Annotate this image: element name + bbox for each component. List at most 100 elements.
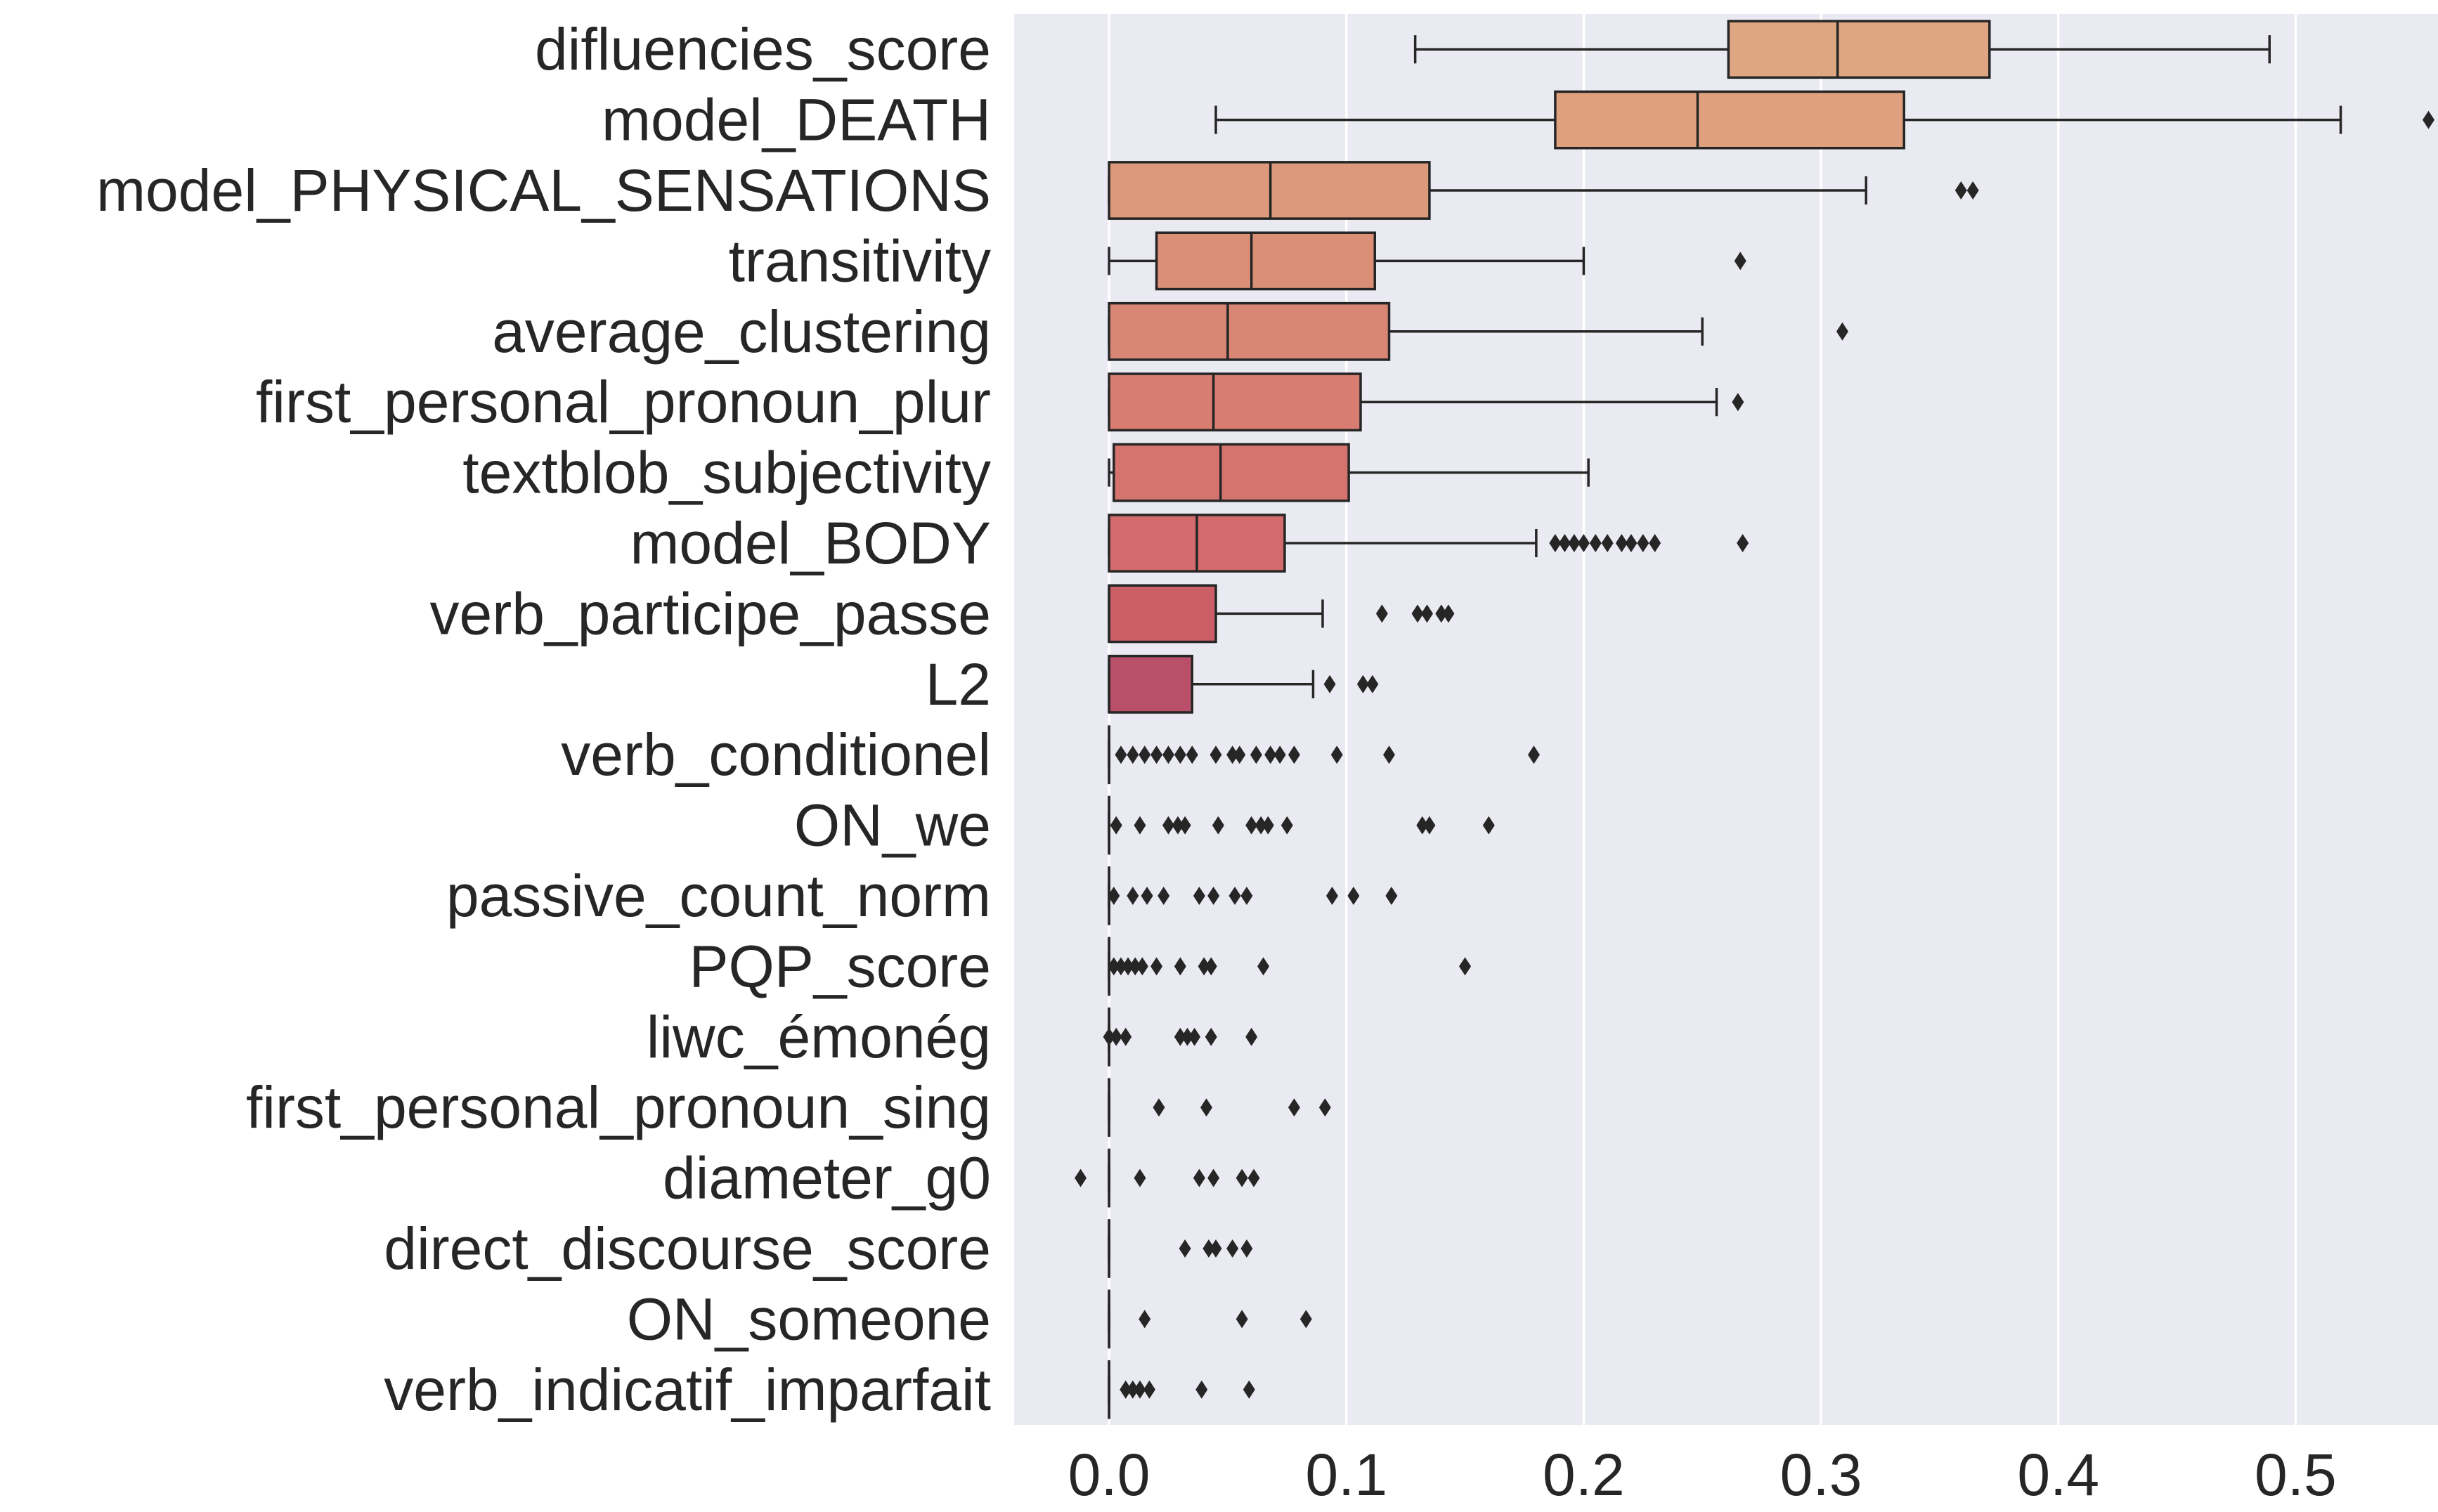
category-label: transitivity [729, 228, 991, 294]
outlier-point [1198, 957, 1210, 976]
outlier-point [1188, 1027, 1201, 1046]
outlier-point [1210, 745, 1222, 764]
outlier-point [1195, 1380, 1208, 1399]
outlier-point [1134, 1168, 1146, 1187]
category-label: first_personal_pronoun_plur [256, 369, 991, 435]
outlier-point [1262, 816, 1274, 835]
box-group [1075, 1148, 1260, 1208]
category-label: model_BODY [630, 510, 991, 576]
outlier-point [1318, 1098, 1331, 1117]
outlier-point [1172, 816, 1184, 835]
outlier-point [1139, 745, 1151, 764]
outlier-point [1110, 1027, 1122, 1046]
outlier-point [1366, 674, 1379, 693]
outlier-point [1186, 745, 1198, 764]
outlier-point [1120, 1380, 1132, 1399]
outlier-point [1383, 745, 1396, 764]
outlier-point [1601, 534, 1614, 552]
x-tick-label: 0.0 [1068, 1442, 1150, 1508]
outlier-point [1174, 1027, 1186, 1046]
category-label: verb_conditionel [561, 722, 991, 788]
outlier-point [1162, 745, 1174, 764]
category-label: difluencies_score [535, 16, 991, 82]
outlier-point [1442, 604, 1455, 623]
outlier-point [1734, 252, 1746, 271]
outlier-point [1288, 1098, 1300, 1117]
category-label: average_clustering [492, 299, 991, 365]
outlier-point [1212, 816, 1224, 835]
outlier-point [1482, 816, 1495, 835]
outlier-point [1134, 1380, 1146, 1399]
outlier-point [1615, 534, 1628, 552]
outlier-point [1264, 745, 1277, 764]
box-group [1108, 301, 1848, 361]
outlier-point [1193, 887, 1205, 905]
category-label: passive_count_norm [446, 863, 991, 929]
outlier-point [1625, 534, 1638, 552]
iqr-box [1727, 20, 1991, 79]
outlier-point [1174, 957, 1186, 976]
category-label: textblob_subjectivity [462, 440, 991, 506]
outlier-point [1205, 957, 1217, 976]
outlier-point [1330, 745, 1343, 764]
outlier-point [1115, 745, 1127, 764]
outlier-point [1549, 534, 1562, 552]
outlier-point [1115, 957, 1127, 976]
x-tick-label: 0.1 [1305, 1442, 1387, 1508]
iqr-box [1155, 231, 1377, 291]
outlier-point [1210, 1239, 1222, 1258]
outlier-point [1136, 957, 1148, 976]
outlier-point [1193, 1168, 1205, 1187]
outlier-point [1127, 745, 1139, 764]
box-group [1108, 1078, 1331, 1138]
category-label: model_PHYSICAL_SENSATIONS [96, 157, 991, 223]
outlier-point [1254, 816, 1267, 835]
outlier-point [1108, 887, 1120, 905]
category-label: verb_participe_passe [430, 580, 992, 646]
outlier-point [1737, 534, 1749, 552]
outlier-point [1243, 1380, 1255, 1399]
outlier-point [1411, 604, 1424, 623]
outlier-point [1158, 887, 1170, 905]
outlier-point [1568, 534, 1581, 552]
box-group [1108, 937, 1472, 996]
outlier-point [1385, 887, 1398, 905]
category-label: model_DEATH [602, 87, 991, 153]
outlier-point [1122, 957, 1134, 976]
outlier-point [1150, 957, 1163, 976]
outlier-point [1179, 1239, 1191, 1258]
iqr-box [1108, 301, 1391, 361]
outlier-point [1150, 745, 1163, 764]
category-label: ON_we [794, 793, 991, 859]
outlier-point [1207, 887, 1220, 905]
outlier-point [1732, 393, 1744, 412]
outlier-point [1228, 887, 1241, 905]
outlier-point [1143, 1380, 1155, 1399]
outlier-point [1577, 534, 1590, 552]
outlier-point [1637, 534, 1649, 552]
outlier-point [1589, 534, 1602, 552]
outlier-point [1245, 1027, 1258, 1046]
box-group [1103, 1007, 1258, 1067]
outlier-point [1288, 745, 1300, 764]
outlier-point [1299, 1310, 1312, 1329]
iqr-box [1113, 443, 1350, 502]
outlier-point [1323, 674, 1336, 693]
box-group [1108, 654, 1379, 714]
plot-background [1014, 14, 2438, 1425]
outlier-point [1139, 1310, 1151, 1329]
category-label: direct_discourse_score [384, 1216, 991, 1282]
outlier-point [1181, 1027, 1193, 1046]
outlier-point [1162, 816, 1174, 835]
category-label: ON_someone [627, 1286, 991, 1352]
outlier-point [1459, 957, 1472, 976]
outlier-point [1179, 816, 1191, 835]
outlier-point [1356, 674, 1369, 693]
outlier-point [1347, 887, 1360, 905]
outlier-point [1233, 745, 1246, 764]
outlier-point [1120, 1027, 1132, 1046]
outlier-point [1250, 745, 1262, 764]
x-tick-label: 0.3 [1780, 1442, 1862, 1508]
outlier-point [1200, 1098, 1213, 1117]
